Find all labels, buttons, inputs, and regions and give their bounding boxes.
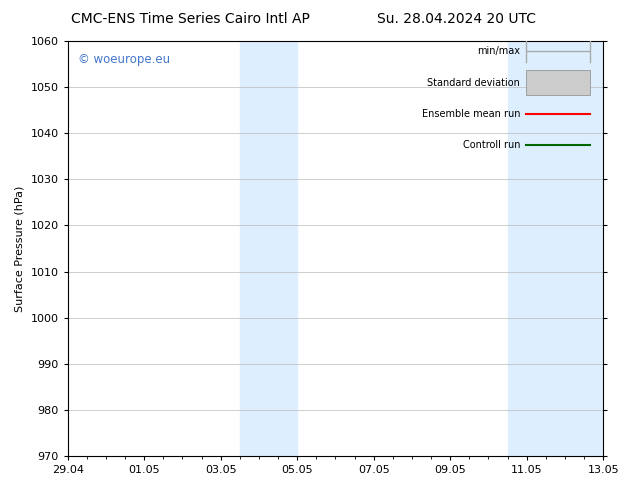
Text: Ensemble mean run: Ensemble mean run xyxy=(422,109,520,119)
Text: Su. 28.04.2024 20 UTC: Su. 28.04.2024 20 UTC xyxy=(377,12,536,26)
Bar xyxy=(240,41,297,456)
Y-axis label: Surface Pressure (hPa): Surface Pressure (hPa) xyxy=(15,185,25,312)
Text: min/max: min/max xyxy=(477,47,520,56)
Text: CMC-ENS Time Series Cairo Intl AP: CMC-ENS Time Series Cairo Intl AP xyxy=(71,12,309,26)
Text: Controll run: Controll run xyxy=(463,140,520,150)
Bar xyxy=(508,41,603,456)
Text: © woeurope.eu: © woeurope.eu xyxy=(79,53,171,67)
Text: Standard deviation: Standard deviation xyxy=(427,77,520,88)
Bar xyxy=(526,70,590,95)
